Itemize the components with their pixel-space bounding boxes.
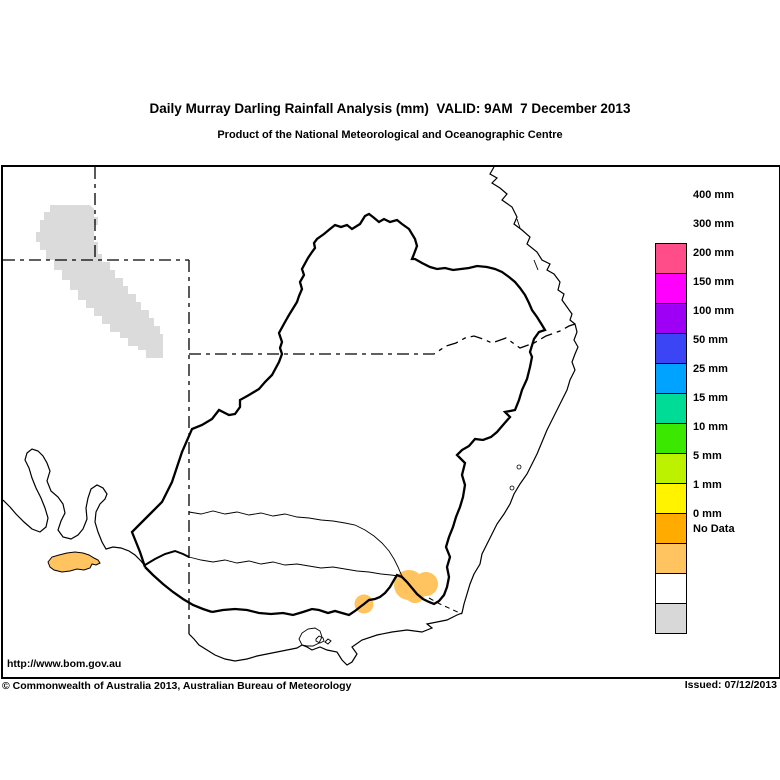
legend-box-10-mm [655,483,687,514]
legend-box-200-mm [655,303,687,334]
legend-box-25-mm [655,423,687,454]
coastline-east [188,167,579,666]
bom-url: http://www.bom.gov.au [7,658,122,670]
legend-label-200-mm: 200 mm [693,247,734,259]
basin-boundary-coorong [144,566,213,614]
coastal-lake [509,485,515,491]
legend-label-150-mm: 150 mm [693,276,734,288]
legend-label-50-mm: 50 mm [693,334,728,346]
no-data-region [36,205,163,358]
legend-box-no-data [655,603,687,634]
legend-box-400-mm [655,243,687,274]
legend-box-50-mm [655,393,687,424]
rainfall-legend [655,243,687,634]
river-murrumbidgee [188,510,404,579]
legend-box-0-mm [655,573,687,604]
map-svg [3,167,579,666]
northeast-victoria-rainfall [394,570,438,603]
legend-box-15-mm [655,453,687,484]
legend-box-5-mm [655,513,687,544]
legend-box-300-mm [655,273,687,304]
phillip-island [324,638,332,645]
legend-label-10-mm: 10 mm [693,421,728,433]
legend-label-no-data: No Data [693,522,735,535]
moreton-island [533,259,539,271]
coastline-south-australia [3,448,146,567]
river-murray [188,556,400,577]
legend-label-400-mm: 400 mm [693,189,734,201]
map-frame: 400 mm 300 mm 200 mm 150 mm 100 mm 50 mm 25 mm… [1,165,780,679]
basin-boundary-lower-lakes [144,549,190,566]
legend-label-25-mm: 25 mm [693,363,728,375]
page-subtitle: Product of the National Meteorological a… [217,129,563,141]
legend-label-100-mm: 100 mm [693,305,734,317]
legend-label-15-mm: 15 mm [693,392,728,404]
legend-label-1-mm: 1 mm [693,479,722,491]
fraser-island [516,218,521,229]
legend-label-5-mm: 5 mm [693,450,722,462]
coastal-lake [516,464,522,470]
legend-box-150-mm [655,333,687,364]
state-border-qld-nsw [189,323,576,355]
french-island [315,635,325,644]
legend-label-300-mm: 300 mm [693,218,734,230]
legend-box-100-mm [655,363,687,394]
kangaroo-island-rainfall [47,551,101,573]
copyright-text: © Commonwealth of Australia 2013, Austra… [2,680,352,692]
issued-date: Issued: 07/12/2013 [684,679,777,691]
port-phillip-bay [298,627,323,647]
legend-box-1-mm [655,543,687,574]
page-title: Daily Murray Darling Rainfall Analysis (… [149,101,631,116]
basin-boundary [130,212,547,617]
state-border-nsw-vic-east [428,597,463,615]
legend-label-0-mm: 0 mm [693,508,722,520]
